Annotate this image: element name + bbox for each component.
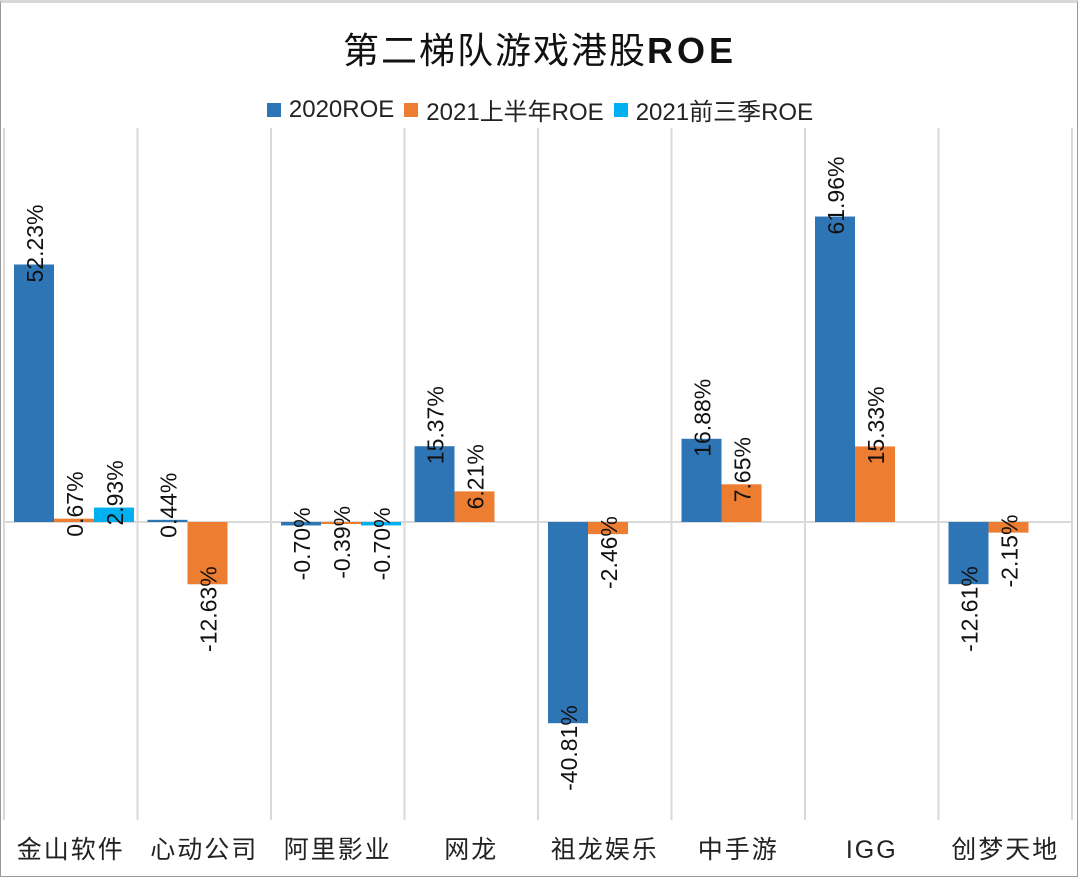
data-label: -0.70% [369, 507, 395, 580]
data-label: 61.96% [823, 157, 849, 235]
bar-2020ROE-心动公司 [147, 519, 188, 522]
bar-2021前三季ROE-金山软件 [94, 507, 134, 522]
category-label: 中手游 [698, 836, 779, 864]
bar-2021上半年ROE-创梦天地 [988, 522, 1029, 533]
legend-item-2021q3: 2021前三季ROE [613, 92, 814, 127]
bar-2021上半年ROE-IGG [855, 446, 895, 522]
data-label: 52.23% [22, 204, 48, 282]
bar-2020ROE-祖龙娱乐 [548, 522, 588, 724]
data-label: 2.93% [102, 460, 128, 525]
bar-2020ROE-网龙 [414, 446, 455, 522]
chart-title-cn: 第二梯队游戏港股 [342, 30, 647, 71]
data-label: 15.37% [423, 386, 449, 464]
data-label: 7.65% [730, 437, 756, 502]
data-label: 6.21% [463, 444, 489, 509]
category-label: 心动公司 [150, 836, 258, 864]
bar-2021上半年ROE-阿里影业 [321, 522, 361, 524]
data-label: -12.63% [196, 566, 222, 652]
data-label: 0.44% [156, 473, 182, 538]
legend-item-2020: 2020ROE [266, 92, 395, 127]
legend-swatch-2020 [266, 102, 281, 117]
bar-2020ROE-创梦天地 [948, 522, 989, 585]
legend-label-2020: 2020ROE [288, 95, 395, 123]
category-label: 祖龙娱乐 [551, 836, 659, 864]
data-label: 15.33% [863, 386, 889, 464]
legend: 2020ROE 2021上半年ROE 2021前三季ROE [0, 92, 1080, 127]
bar-2020ROE-阿里影业 [281, 522, 321, 526]
chart-title: 第二梯队游戏港股ROE [0, 22, 1080, 74]
bar-2020ROE-IGG [815, 216, 855, 522]
data-label: 0.67% [62, 471, 88, 536]
bar-2021上半年ROE-祖龙娱乐 [588, 522, 628, 535]
legend-label-2021h1: 2021上半年ROE [426, 99, 604, 126]
bar-2021上半年ROE-心动公司 [187, 522, 228, 585]
category-label: 网龙 [444, 836, 498, 864]
legend-item-2021h1: 2021上半年ROE [404, 92, 604, 127]
data-label: -2.46% [596, 516, 622, 589]
legend-label-2021q3: 2021前三季ROE [635, 99, 814, 126]
data-label: -0.39% [329, 506, 355, 579]
bar-2020ROE-金山软件 [14, 264, 54, 522]
data-label: -12.61% [957, 566, 983, 652]
bar-2021上半年ROE-网龙 [454, 491, 495, 522]
data-label: 16.88% [690, 379, 716, 457]
bar-2021前三季ROE-阿里影业 [361, 522, 401, 526]
legend-swatch-2021q3 [613, 102, 628, 117]
data-label: -0.70% [289, 507, 315, 580]
category-label: 创梦天地 [951, 836, 1059, 864]
legend-swatch-2021h1 [404, 102, 419, 117]
chart-title-latin: ROE [647, 30, 738, 71]
category-label: 金山软件 [17, 836, 125, 864]
bar-2021上半年ROE-中手游 [721, 484, 762, 522]
bar-2020ROE-中手游 [681, 438, 722, 522]
data-label: -2.15% [997, 515, 1023, 588]
category-label: 阿里影业 [284, 836, 392, 864]
category-label: IGG [846, 836, 898, 864]
bar-2021上半年ROE-金山软件 [54, 518, 94, 522]
data-label: -40.81% [556, 705, 582, 791]
